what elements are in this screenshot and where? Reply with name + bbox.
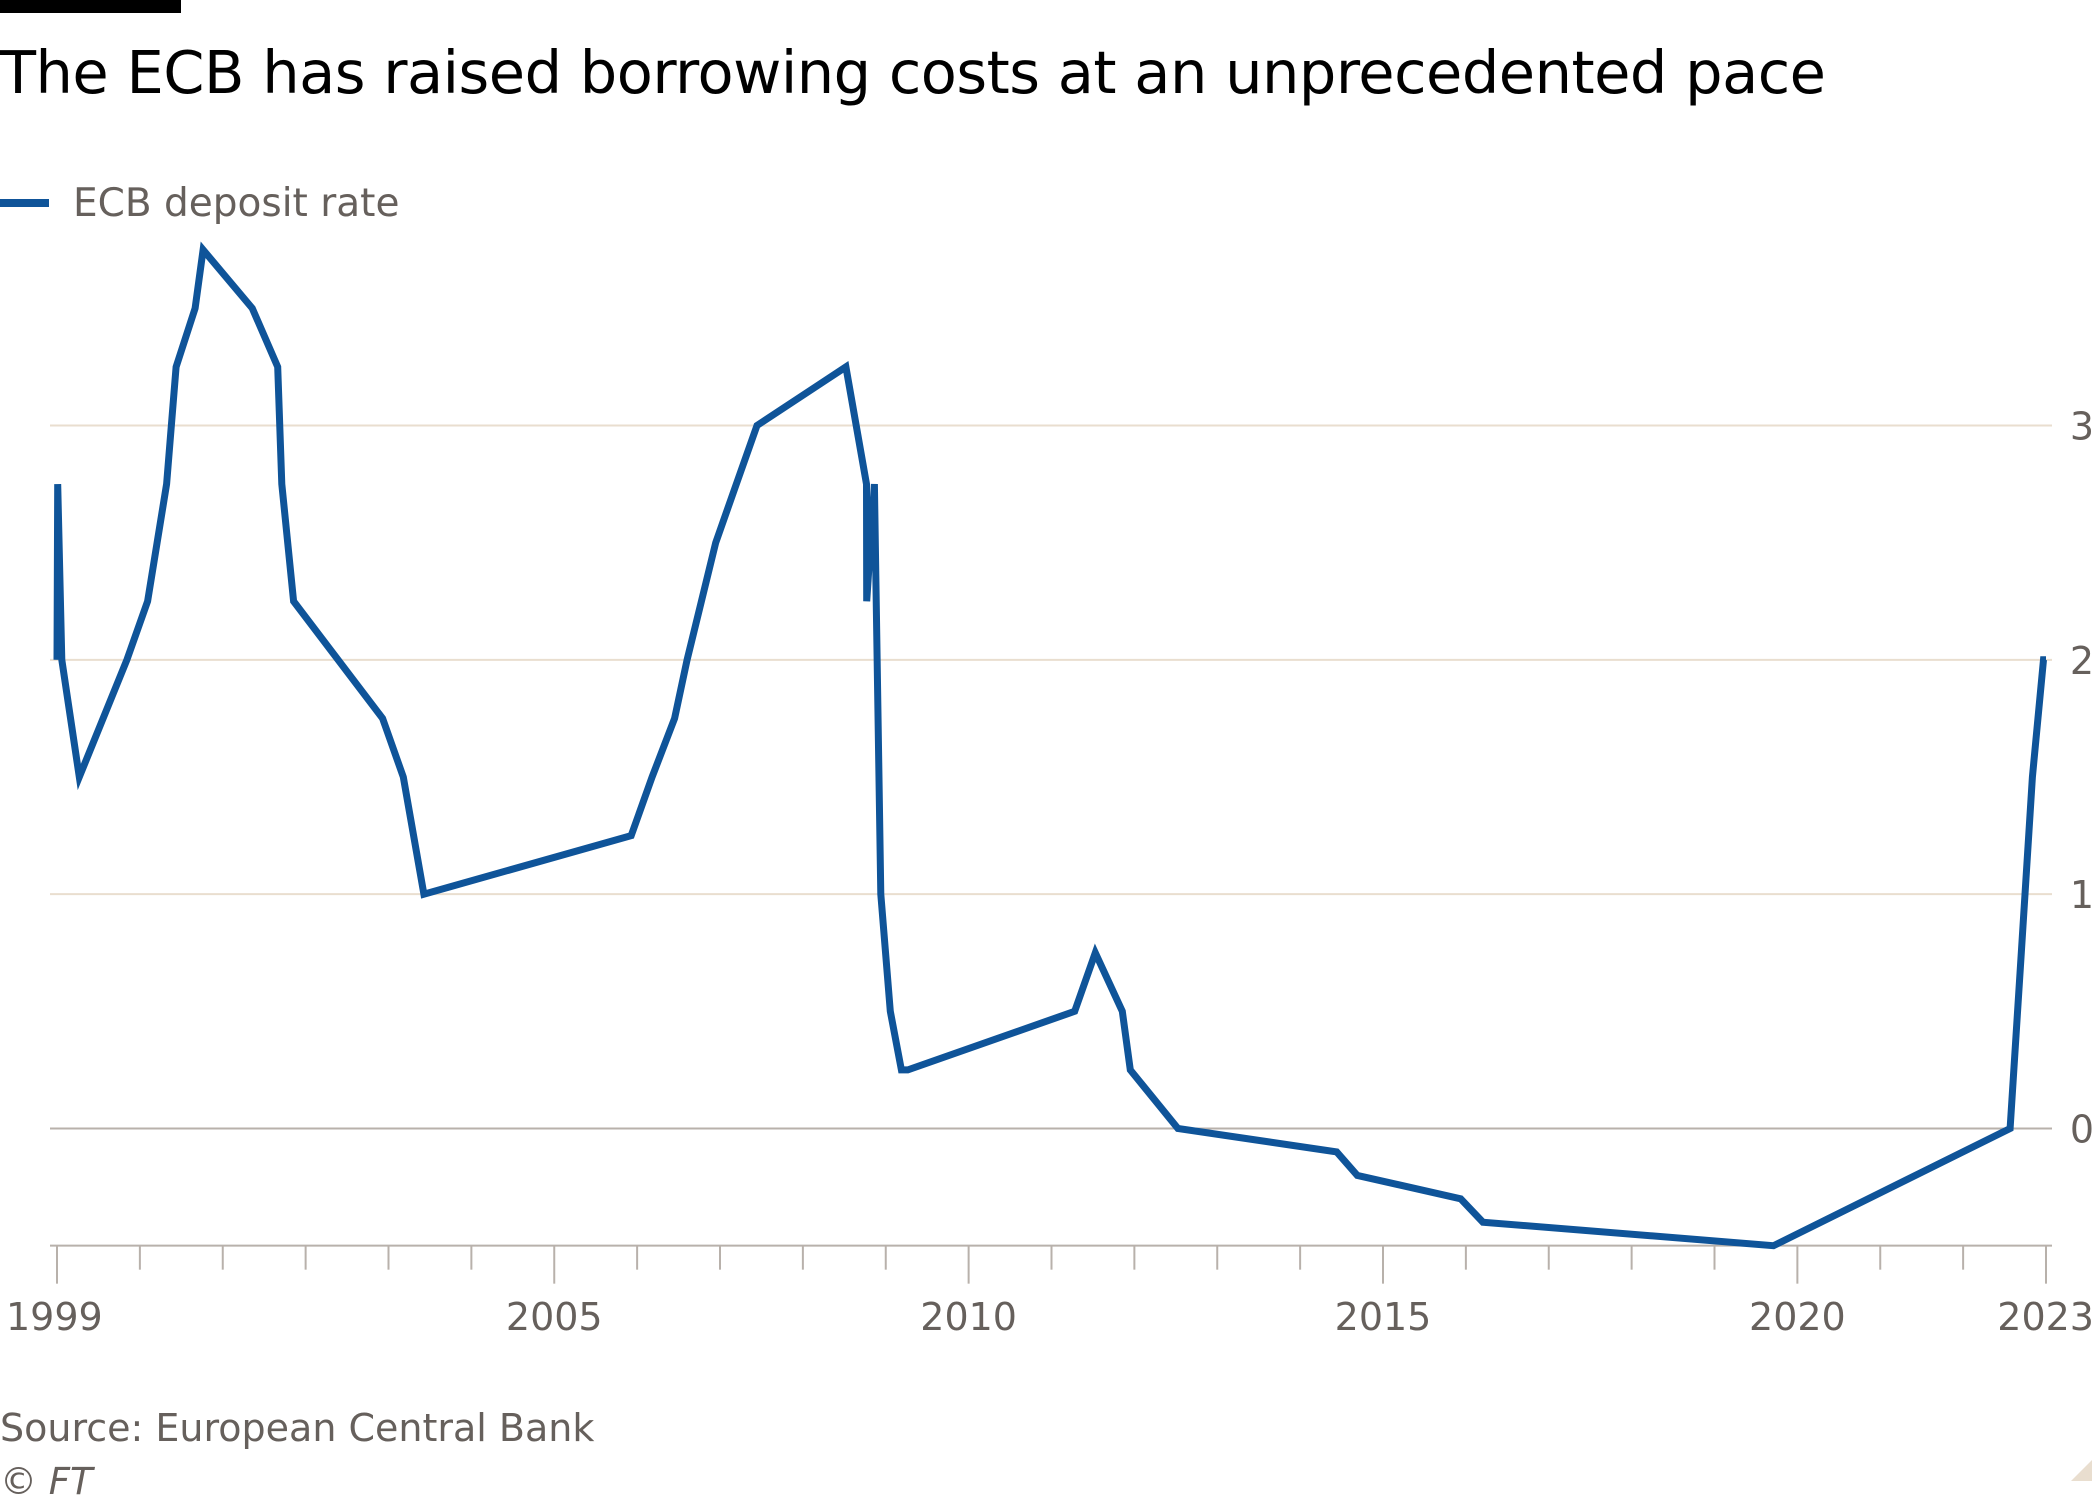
y-tick-label: 0 [2070, 1108, 2094, 1152]
y-tick-label: 3 [2070, 405, 2094, 449]
legend-label: ECB deposit rate [73, 180, 400, 226]
source-note: Source: European Central Bank [0, 1406, 595, 1450]
x-tick-label: 2015 [1335, 1295, 1432, 1339]
brand-bar [0, 0, 181, 13]
x-tick-label: 2023 [1997, 1295, 2094, 1339]
corner-mark [2071, 1460, 2092, 1481]
series-layer [53, 241, 2047, 1250]
label-layer: 0 1 2 3 1999 2005 2010 2015 2020 2023 [6, 405, 2094, 1340]
x-tick-label: 2010 [920, 1295, 1017, 1339]
legend: ECB deposit rate [0, 178, 399, 228]
x-tick-label: 2005 [506, 1295, 603, 1339]
x-tick-label: 2020 [1749, 1295, 1846, 1339]
x-tick-label: 1999 [6, 1295, 103, 1339]
y-tick-label: 2 [2070, 639, 2094, 683]
axis-layer [50, 1244, 2052, 1284]
series-line-0 [53, 241, 2047, 1250]
chart-title: The ECB has raised borrowing costs at an… [0, 38, 1826, 107]
legend-swatch [0, 199, 49, 207]
grid-layer [50, 424, 2052, 1130]
y-tick-label: 1 [2070, 873, 2094, 917]
copyright: © FT [0, 1460, 93, 1503]
